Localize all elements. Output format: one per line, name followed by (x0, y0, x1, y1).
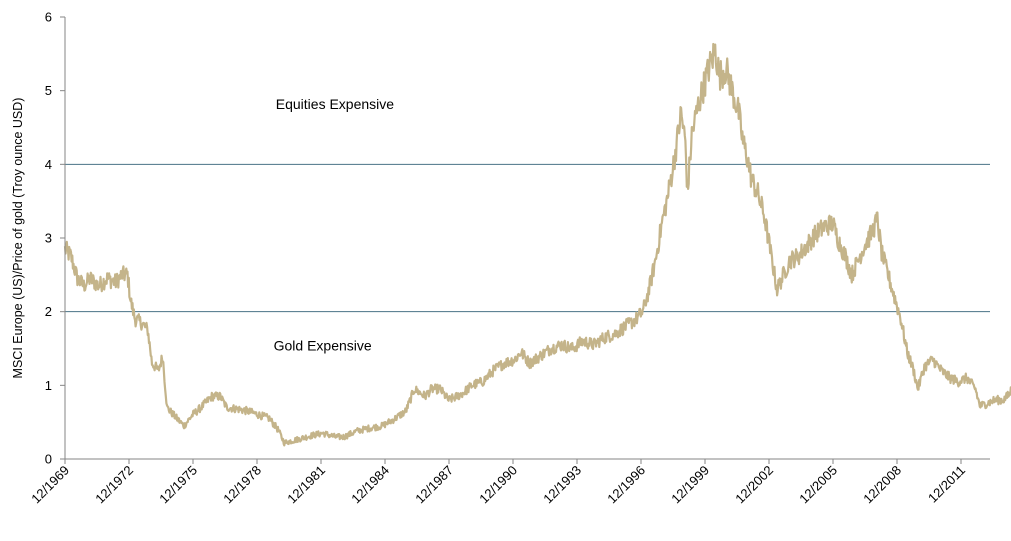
y-tick-label: 3 (45, 231, 52, 246)
x-tick-label: 12/1969 (28, 463, 72, 507)
x-tick-label: 12/2005 (796, 463, 840, 507)
x-tick-label: 12/1978 (220, 463, 264, 507)
series-line (63, 42, 1011, 447)
y-tick-label: 1 (45, 378, 52, 393)
series-group (63, 42, 1011, 447)
y-tick-label: 5 (45, 83, 52, 98)
y-axis-ticks: 0 1 2 3 4 5 6 (45, 10, 65, 467)
y-tick-label: 6 (45, 10, 52, 25)
y-axis-label: MSCI Europe (US)/Price of gold (Troy oun… (11, 98, 25, 379)
x-tick-label: 12/2008 (860, 463, 904, 507)
x-tick-label: 12/1984 (348, 463, 392, 507)
x-tick-label: 12/1987 (412, 463, 456, 507)
x-axis-ticks: 12/1969 12/1972 12/1975 12/1978 12/1981 12/19… (28, 459, 968, 506)
x-tick-label: 12/1990 (476, 463, 520, 507)
y-tick-label: 0 (45, 452, 52, 467)
axes (64, 17, 990, 460)
x-tick-label: 12/1972 (92, 463, 136, 507)
x-tick-label: 12/1999 (668, 463, 712, 507)
gold-expensive-label: Gold Expensive (274, 338, 372, 354)
x-tick-label: 12/1981 (284, 463, 328, 507)
x-tick-label: 12/1975 (156, 463, 200, 507)
x-tick-label: 12/1993 (540, 463, 584, 507)
x-tick-label: 12/2002 (732, 463, 776, 507)
equities-expensive-label: Equities Expensive (276, 96, 395, 112)
y-tick-label: 2 (45, 304, 52, 319)
x-tick-label: 12/1996 (604, 463, 648, 507)
y-tick-label: 4 (45, 157, 52, 172)
annotations: Equities Expensive Gold Expensive (274, 96, 395, 354)
reference-lines (65, 163, 990, 313)
x-tick-label: 12/2011 (925, 463, 968, 506)
